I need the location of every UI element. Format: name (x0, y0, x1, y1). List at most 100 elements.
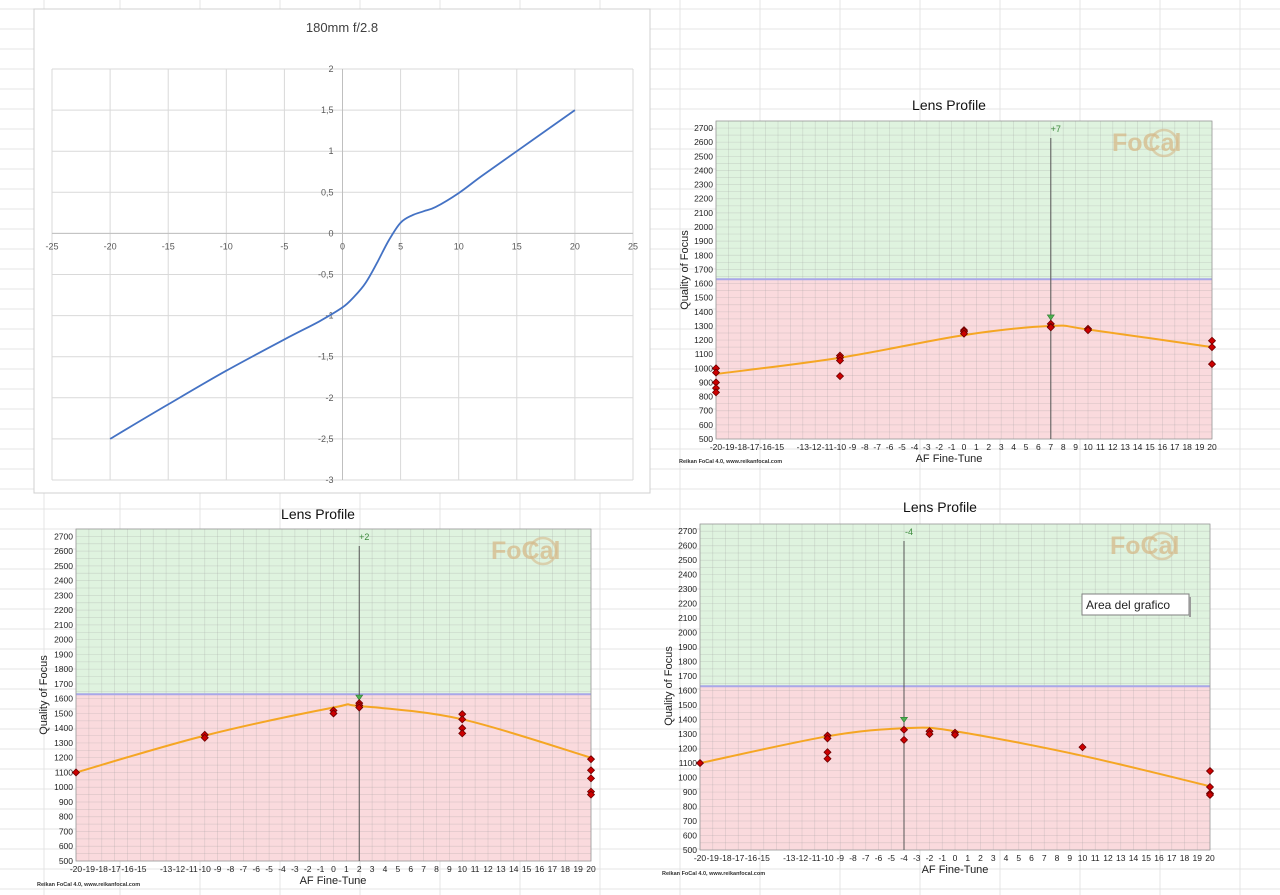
focal-ytick-label: 1800 (678, 657, 697, 667)
excel-ytick-label: 0,5 (321, 187, 334, 197)
focal-ytick-label: 1600 (678, 686, 697, 696)
focal-ytick-label: 900 (683, 787, 697, 797)
lens-profile-chart-c[interactable]: Lens Profile FoCal -4 500 600 700 800 900 1000 1… (662, 499, 1215, 877)
focal-ytick-label: 1300 (694, 321, 713, 331)
focal-xtick-label: -7 (240, 864, 248, 874)
excel-series-line (109, 109, 576, 440)
excel-xtick-label: -5 (280, 241, 288, 251)
focal-ytick-label: 1700 (678, 671, 697, 681)
focal-xtick-label: -13 (797, 442, 810, 452)
focal-xtick-label: 11 (471, 864, 480, 874)
focal-logo-ring (1149, 128, 1179, 158)
poor-focus-zone (76, 694, 591, 861)
focal-xtick-label: 19 (1193, 853, 1203, 863)
focal-ytick-label: 2100 (694, 208, 713, 218)
focal-ytick-label: 2400 (694, 165, 713, 175)
focal-xtick-label: 4 (1011, 442, 1016, 452)
excel-xtick-label: 15 (512, 241, 522, 251)
focal-xtick-label: -19 (707, 853, 720, 863)
focal-xtick-label: -17 (747, 442, 760, 452)
focal-xtick-label: -9 (836, 853, 844, 863)
lens-c-plot: FoCal-4500600700800900100011001200130014… (678, 523, 1215, 863)
data-point (586, 774, 596, 783)
focal-xtick-label: 0 (953, 853, 958, 863)
data-point (899, 735, 909, 744)
focal-xtick-label: 7 (1048, 442, 1053, 452)
focal-ytick-label: 2700 (678, 526, 697, 536)
excel-ytick-label: -3 (325, 475, 333, 485)
focal-xtick-label: 15 (522, 864, 532, 874)
excel-xtick-label: -15 (162, 241, 175, 251)
data-point (458, 729, 467, 738)
focal-xtick-label: 18 (1180, 853, 1190, 863)
focal-ytick-label: 2200 (694, 194, 713, 204)
focal-ytick-label: 1200 (54, 753, 73, 763)
focal-ytick-label: 1400 (678, 715, 697, 725)
focal-ytick-label: 1700 (694, 264, 713, 274)
lens-b-xlabel: AF Fine-Tune (300, 875, 367, 887)
focal-xtick-label: 14 (1129, 853, 1139, 863)
excel-chart[interactable]: 180mm f/2.8 21,510,50-0,5-1-1,5-2-2,5-3-… (33, 8, 651, 494)
focal-ytick-label: 800 (59, 812, 73, 822)
focal-xtick-label: 19 (573, 864, 583, 874)
data-point (1205, 766, 1215, 776)
focal-xtick-label: -2 (926, 853, 934, 863)
best-focus-label: -4 (905, 527, 913, 537)
poor-focus-zone (716, 279, 1212, 439)
data-point (1046, 323, 1055, 332)
focal-ytick-label: 2600 (678, 541, 697, 551)
focal-xtick-label: -7 (862, 853, 870, 863)
focal-xtick-label: 17 (548, 864, 558, 874)
focal-ytick-label: 500 (683, 845, 697, 855)
focal-xtick-label: 17 (1167, 853, 1177, 863)
focal-xtick-label: -8 (849, 853, 857, 863)
focal-ytick-label: 1100 (695, 349, 714, 359)
data-point (1205, 790, 1215, 800)
good-focus-zone (716, 121, 1212, 280)
focal-xtick-label: -9 (849, 442, 857, 452)
focal-xtick-label: 18 (561, 864, 571, 874)
data-point (823, 734, 832, 743)
focal-logo: FoCal (1112, 129, 1181, 157)
lens-profile-chart-b[interactable]: Lens Profile FoCal +2 500 600 700 800 900 1000 1… (37, 506, 596, 888)
data-point (1078, 743, 1087, 752)
focal-xtick-label: 20 (1207, 442, 1217, 452)
focal-xtick-label: 3 (370, 864, 375, 874)
focal-ytick-label: 1900 (678, 642, 697, 652)
focal-logo-ring (1147, 531, 1177, 561)
peak-marker (355, 694, 364, 701)
focal-xtick-label: 14 (1133, 442, 1143, 452)
focal-ytick-label: 2100 (678, 613, 697, 623)
focal-xtick-label: 11 (1091, 853, 1100, 863)
plot-border (75, 528, 592, 862)
data-point (899, 725, 909, 734)
focal-ytick-label: 500 (59, 856, 73, 866)
focal-xtick-label: -8 (861, 442, 869, 452)
focal-ytick-label: 1100 (679, 758, 698, 768)
focal-xtick-label: 5 (1024, 442, 1029, 452)
data-point (355, 703, 364, 712)
focal-xtick-label: -19 (83, 864, 96, 874)
chart-area-tooltip: Area del grafico (1081, 593, 1191, 617)
focal-ytick-label: 500 (699, 434, 713, 444)
excel-ytick-label: 1 (328, 146, 333, 156)
focal-xtick-label: 8 (1055, 853, 1060, 863)
focal-ytick-label: 1000 (694, 363, 713, 373)
lens-profile-chart-a[interactable]: Lens Profile FoCal +7 500 600 700 800 900 1000 1… (679, 97, 1217, 465)
data-point (586, 755, 596, 764)
focal-ytick-label: 2300 (678, 584, 697, 594)
focal-xtick-label: -19 (722, 442, 735, 452)
focal-xtick-label: 3 (991, 853, 996, 863)
focal-xtick-label: 15 (1145, 442, 1155, 452)
focal-ytick-label: 600 (699, 420, 713, 430)
focal-xtick-label: 2 (357, 864, 362, 874)
focal-xtick-label: -9 (214, 864, 222, 874)
focal-ytick-label: 900 (59, 797, 73, 807)
data-point (925, 730, 934, 739)
plot-border (715, 120, 1213, 440)
focal-xtick-label: -15 (134, 864, 147, 874)
focal-ytick-label: 2600 (54, 546, 73, 556)
data-point (200, 733, 209, 742)
good-focus-zone (76, 529, 591, 695)
focal-xtick-label: -5 (887, 853, 895, 863)
